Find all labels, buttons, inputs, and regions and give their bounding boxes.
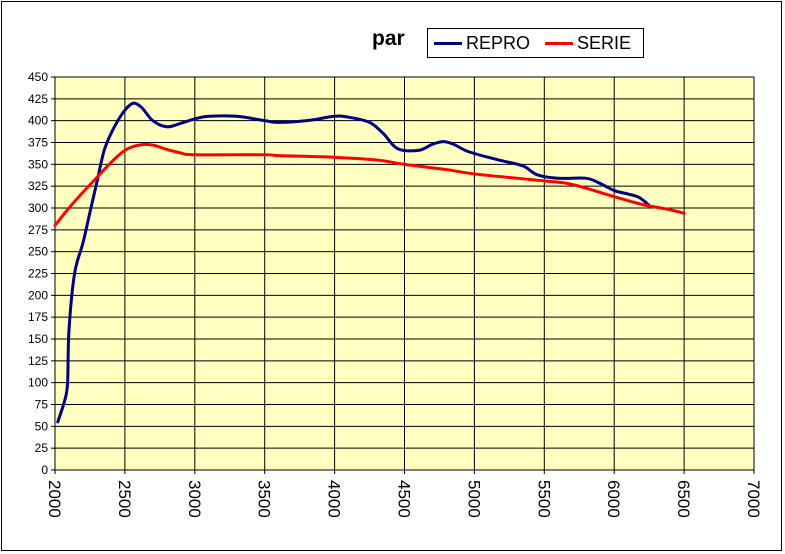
x-tick-label: 2000 [45, 480, 64, 518]
y-tick-label: 275 [28, 223, 48, 237]
x-tick-label: 3500 [255, 480, 274, 518]
x-tick-label: 2500 [115, 480, 134, 518]
series-line-repro [56, 101, 651, 424]
legend-swatch-repro [434, 42, 462, 45]
x-tick-label: 6500 [674, 480, 693, 518]
x-tick-label: 6000 [604, 480, 623, 518]
y-tick-label: 0 [41, 463, 48, 477]
y-tick-label: 125 [28, 354, 48, 368]
y-tick-label: 100 [28, 376, 48, 390]
legend: REPRO SERIE [427, 28, 644, 58]
series-line-serie [53, 143, 686, 227]
y-tick-label: 75 [35, 398, 49, 412]
legend-item-serie: SERIE [545, 33, 631, 54]
legend-item-repro: REPRO [434, 33, 530, 54]
legend-swatch-serie [545, 42, 573, 45]
y-tick-label: 200 [28, 288, 48, 302]
x-tick-label: 3000 [185, 480, 204, 518]
x-tick-label: 4500 [395, 480, 414, 518]
y-tick-label: 150 [28, 332, 48, 346]
chart-title: par [372, 27, 405, 50]
plot-border [54, 76, 755, 471]
x-tick-label: 5500 [534, 480, 553, 518]
x-tick-label: 7000 [744, 480, 763, 518]
y-tick-label: 325 [28, 179, 48, 193]
y-tick-label: 400 [28, 114, 48, 128]
y-tick-label: 175 [28, 310, 48, 324]
legend-label-repro: REPRO [466, 33, 531, 53]
y-tick-label: 300 [28, 201, 48, 215]
x-tick-label: 4000 [325, 480, 344, 518]
y-tick-label: 425 [28, 92, 48, 106]
x-tick-label: 5000 [464, 480, 483, 518]
y-tick-label: 350 [28, 157, 48, 171]
y-tick-label: 450 [28, 70, 48, 84]
y-tick-label: 375 [28, 136, 48, 150]
y-tick-label: 250 [28, 245, 48, 259]
y-tick-label: 25 [35, 441, 49, 455]
y-tick-label: 50 [35, 419, 49, 433]
y-tick-label: 225 [28, 267, 48, 281]
legend-label-serie: SERIE [577, 33, 632, 53]
